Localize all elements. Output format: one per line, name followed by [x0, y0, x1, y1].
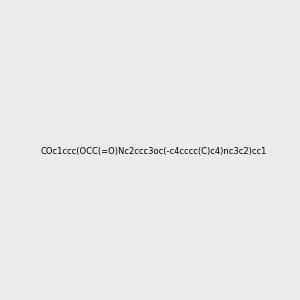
Text: COc1ccc(OCC(=O)Nc2ccc3oc(-c4cccc(C)c4)nc3c2)cc1: COc1ccc(OCC(=O)Nc2ccc3oc(-c4cccc(C)c4)nc… — [40, 147, 267, 156]
